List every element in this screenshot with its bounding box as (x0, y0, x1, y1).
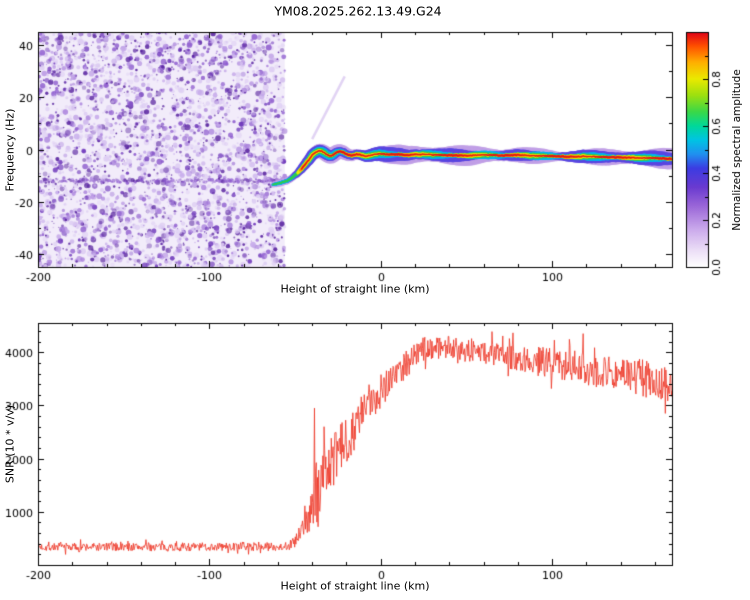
colorbar-label: Normalized spectral amplitude (731, 69, 743, 231)
snr-x-axis-label: Height of straight line (km) (280, 579, 430, 593)
spectrogram-y-axis-label: Frequency (Hz) (3, 108, 17, 192)
spectrogram-x-axis-label: Height of straight line (km) (280, 282, 430, 296)
figure-title: YM08.2025.262.13.49.G24 (274, 3, 442, 19)
snr-y-axis-label: SNR (10 * v/v) (3, 404, 17, 484)
